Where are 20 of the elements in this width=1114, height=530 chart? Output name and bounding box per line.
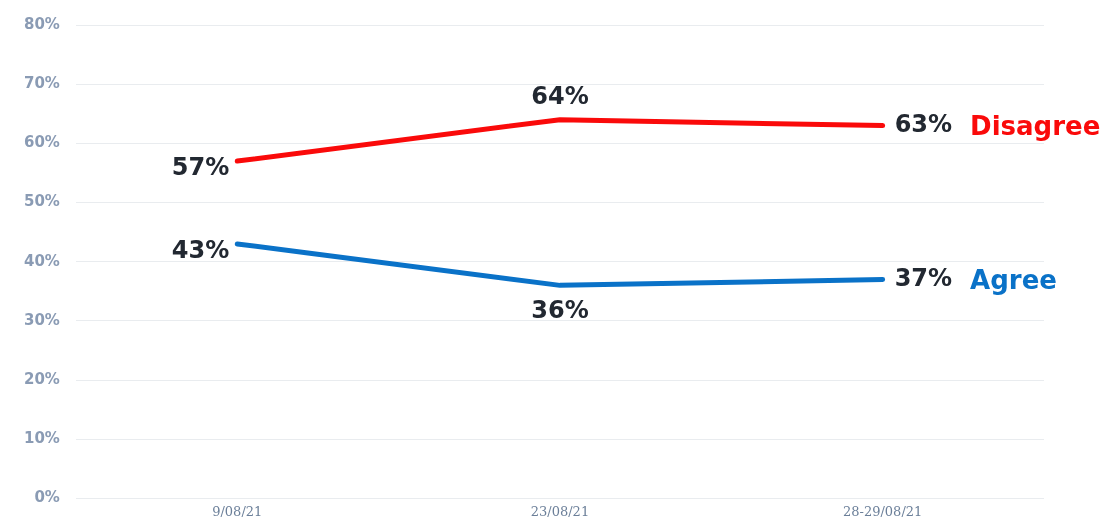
y-tick-label: 70% [24,74,60,93]
y-tick-label: 80% [24,14,60,33]
x-tick-label: 23/08/21 [530,503,590,519]
y-tick-label: 30% [24,310,60,329]
y-tick-label: 50% [24,192,60,211]
y-tick-label: 40% [24,251,60,270]
y-tick-label: 0% [34,488,60,507]
y-tick-label: 20% [24,369,60,388]
data-label: 57% [171,153,230,182]
data-label: 37% [894,263,953,292]
x-tick-label: 28-29/08/21 [842,503,923,519]
text: Agree [970,265,1057,296]
data-label: 63% [894,109,953,138]
x-tick-label: 9/08/21 [212,503,263,519]
data-label: 43% [171,236,230,265]
y-tick-label: 10% [24,429,60,448]
text: Disagree [970,111,1101,142]
data-label: 64% [531,81,589,110]
data-label: 36% [531,295,589,324]
y-tick-label: 60% [24,133,60,152]
